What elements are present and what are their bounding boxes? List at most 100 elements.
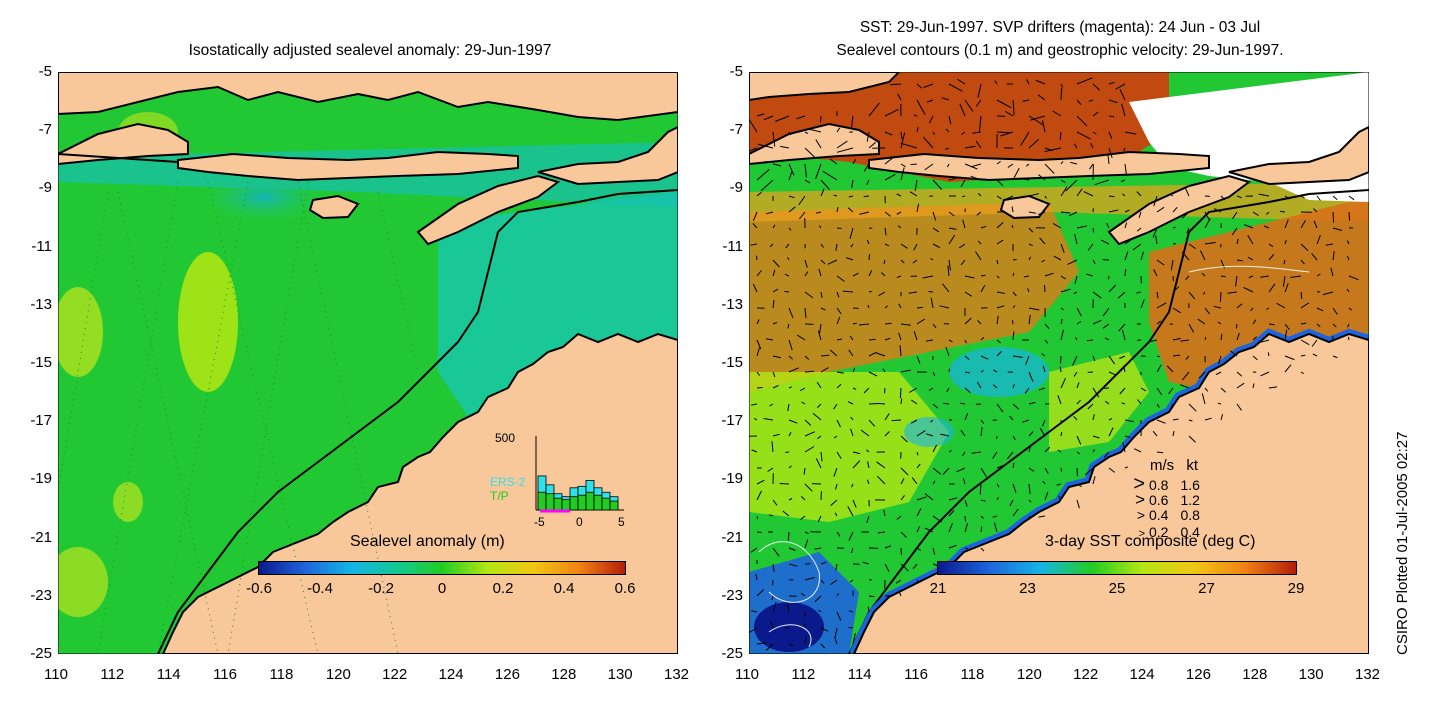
y-tick-label: -11 xyxy=(722,237,743,255)
land-java xyxy=(58,122,189,166)
left-colorbar xyxy=(258,561,626,575)
histogram-bar-tp xyxy=(553,497,563,511)
land-timor xyxy=(1107,174,1252,246)
right-colorbar-label: 3-day SST composite (deg C) xyxy=(1045,533,1256,550)
velocity-legend-row: >0.4 0.8 xyxy=(1125,507,1245,523)
x-tick-label: 118 xyxy=(960,666,985,683)
arrow-icon: > xyxy=(1135,490,1145,509)
x-tick-label: 112 xyxy=(100,666,125,683)
velocity-legend-kt: 0.4 xyxy=(1180,524,1200,540)
histogram-bar-tp xyxy=(609,500,619,511)
colorbar-tick-label: 29 xyxy=(1287,580,1305,597)
x-tick-label: 128 xyxy=(1242,666,1268,683)
velocity-legend-row: >0.2 0.4 xyxy=(1125,524,1245,540)
histogram-xtick: -5 xyxy=(534,515,545,529)
yellow-sst xyxy=(1049,352,1149,452)
velocity-legend-ms: 0.2 xyxy=(1149,524,1169,540)
cool-sst xyxy=(949,347,1049,397)
histogram-bar-tp xyxy=(545,493,555,511)
x-tick-label: 116 xyxy=(904,666,928,683)
velocity-vectors xyxy=(749,77,1359,651)
shelf-contour xyxy=(848,189,1369,654)
y-tick-label: -23 xyxy=(30,586,52,604)
y-tick-label: -7 xyxy=(38,121,52,139)
arrow-icon: > xyxy=(1136,507,1145,523)
shelf-contour xyxy=(157,189,678,654)
velocity-legend-ms: 0.4 xyxy=(1149,507,1169,523)
y-tick-label: -7 xyxy=(729,121,743,139)
y-tick-label: -19 xyxy=(30,470,52,488)
yellow-sst xyxy=(749,372,949,522)
x-tick-label: 120 xyxy=(1016,666,1042,683)
velocity-legend-row: >0.8 1.6 xyxy=(1125,473,1245,496)
warm-sst-west xyxy=(749,202,1079,392)
histogram-xtick: 5 xyxy=(618,515,625,529)
histogram-legend-ers2: ERS-2 xyxy=(490,475,526,489)
y-tick-label: -9 xyxy=(729,179,743,197)
x-tick-label: 114 xyxy=(156,666,181,683)
land-north xyxy=(58,72,678,122)
land-sumbawa-flores xyxy=(868,150,1210,182)
arrow-icon: > xyxy=(1138,528,1145,540)
left-colorbar-label: Sealevel anomaly (m) xyxy=(350,533,505,550)
x-tick-label: 124 xyxy=(1129,666,1155,683)
x-tick-label: 110 xyxy=(44,666,68,683)
x-tick-label: 132 xyxy=(664,666,690,683)
histogram-bar-tp xyxy=(601,497,611,511)
colorbar-tick-label: 0 xyxy=(437,580,447,597)
x-tick-label: 130 xyxy=(607,666,633,683)
x-tick-label: 114 xyxy=(847,666,872,683)
arrow-icon: > xyxy=(1133,473,1145,495)
right-panel-title-line2: Sealevel contours (0.1 m) and geostrophi… xyxy=(836,42,1284,59)
y-tick-label: -11 xyxy=(31,237,52,255)
x-tick-label: 128 xyxy=(551,666,577,683)
x-tick-label: 132 xyxy=(1355,666,1381,683)
colorbar-tick-label: 27 xyxy=(1198,580,1215,597)
histogram-bar-tp xyxy=(593,494,603,511)
anomaly-blob xyxy=(203,172,323,222)
x-tick-label: 126 xyxy=(1185,666,1211,683)
velocity-legend-header: m/s kt xyxy=(1150,457,1198,474)
x-tick-label: 118 xyxy=(269,666,294,683)
colorbar-tick-label: -0.6 xyxy=(246,580,272,597)
colorbar-tick-label: 25 xyxy=(1108,580,1126,597)
colorbar-tick-label: 0.6 xyxy=(614,580,636,597)
histogram-bar-tp xyxy=(569,496,579,511)
y-tick-label: -9 xyxy=(38,179,52,197)
anomaly-blob xyxy=(178,252,238,392)
land-timor-east xyxy=(1228,125,1369,186)
inset-histogram: 500 ERS-2 T/P -5 0 5 xyxy=(490,431,625,529)
histogram-bar-tp xyxy=(577,494,587,511)
anomaly-blob xyxy=(58,547,108,617)
colorbar-tick-label: 0.2 xyxy=(492,580,514,597)
x-tick-label: 122 xyxy=(1073,666,1099,683)
land-sumba xyxy=(308,194,360,220)
sealevel-contours xyxy=(758,265,1310,648)
y-tick-label: -5 xyxy=(38,63,52,80)
ground-tracks xyxy=(58,181,419,654)
colorbar-tick-label: 23 xyxy=(1019,580,1036,597)
y-tick-label: -25 xyxy=(721,645,743,662)
x-tick-label: 126 xyxy=(494,666,520,683)
velocity-legend-ms: 0.8 xyxy=(1149,477,1169,493)
y-tick-label: -21 xyxy=(30,528,52,546)
colorbar-tick-label: -0.4 xyxy=(307,580,333,597)
y-tick-label: -13 xyxy=(30,295,52,313)
x-tick-label: 112 xyxy=(791,666,816,683)
velocity-legend-kt: 0.8 xyxy=(1180,507,1200,523)
csiro-plotted-label: CSIRO Plotted 01-Jul-2005 02:27 xyxy=(1394,431,1411,655)
histogram-bar-tp xyxy=(585,491,595,511)
y-tick-label: -5 xyxy=(729,63,743,80)
land-north xyxy=(749,72,901,102)
velocity-legend-ms-header: m/s xyxy=(1150,457,1175,474)
colorbar-tick-label: 21 xyxy=(929,580,947,597)
y-tick-label: -13 xyxy=(721,295,743,313)
velocity-legend-row: >0.6 1.2 xyxy=(1125,490,1245,510)
velocity-legend-ms: 0.6 xyxy=(1149,492,1169,508)
land-timor xyxy=(416,174,561,246)
anomaly-blob xyxy=(58,287,103,377)
land-timor-east xyxy=(537,125,678,186)
histogram-xtick: 0 xyxy=(576,515,583,529)
sst-velocity-map xyxy=(749,72,1369,654)
y-tick-label: -19 xyxy=(721,470,743,488)
